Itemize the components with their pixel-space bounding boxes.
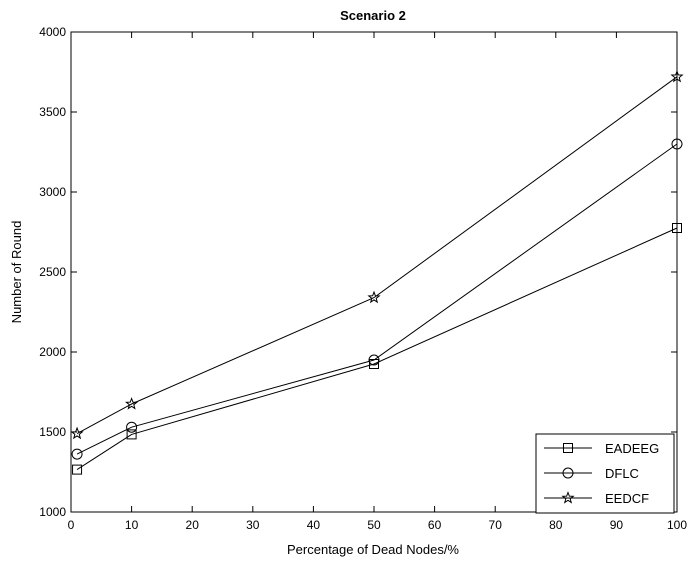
series-layer (70, 69, 684, 475)
data-point-eadeeg (126, 429, 137, 440)
y-axis: 1000 1500 2000 2500 3000 3500 4000 (39, 25, 677, 519)
x-tick-label: 20 (186, 518, 200, 532)
x-axis-label: Percentage of Dead Nodes/% (287, 542, 459, 557)
data-point-eedcf (70, 426, 84, 440)
data-point-eedcf (125, 397, 139, 410)
data-point-dflc (126, 421, 138, 433)
y-tick-label: 2000 (39, 345, 66, 359)
x-tick-label: 90 (610, 518, 624, 532)
x-tick-label: 100 (667, 518, 687, 532)
data-point-eadeeg (672, 223, 682, 233)
legend-item-dflc: DFLC (544, 466, 639, 481)
chart-title: Scenario 2 (340, 8, 406, 23)
x-axis: 0 10 20 30 40 50 60 70 80 90 100 (68, 32, 687, 532)
y-tick-label: 3000 (39, 185, 66, 199)
data-point-eadeeg (72, 464, 83, 475)
x-tick-label: 60 (428, 518, 442, 532)
series-dflc (71, 138, 683, 460)
y-tick-label: 1000 (39, 505, 66, 519)
legend-label: EEDCF (605, 491, 649, 506)
x-tick-label: 30 (246, 518, 260, 532)
legend-marker-eadeeg (563, 443, 573, 453)
y-tick-label: 2500 (39, 265, 66, 279)
data-point-dflc (71, 448, 83, 460)
series-eedcf (70, 69, 684, 440)
series-line-dflc (76, 143, 678, 455)
y-tick-label: 3500 (39, 105, 66, 119)
y-tick-label: 4000 (39, 25, 66, 39)
series-line-eedcf (76, 76, 678, 435)
x-tick-label: 40 (307, 518, 321, 532)
legend-item-eadeeg: EADEEG (544, 441, 659, 456)
legend-label: EADEEG (605, 441, 659, 456)
series-line-eadeeg (76, 227, 678, 471)
x-tick-label: 50 (367, 518, 381, 532)
plot-area (70, 31, 678, 513)
y-tick-label: 1500 (39, 425, 66, 439)
data-point-dflc (368, 354, 380, 366)
series-eadeeg (72, 223, 682, 475)
data-point-eedcf (367, 290, 381, 304)
x-tick-label: 80 (549, 518, 563, 532)
data-point-eedcf (670, 69, 684, 83)
legend: EADEEG DFLC EEDCF (535, 433, 675, 514)
x-tick-label: 70 (489, 518, 503, 532)
plot-frame (70, 31, 678, 513)
y-axis-label: Number of Round (9, 221, 24, 324)
data-point-dflc (671, 138, 683, 150)
x-tick-label: 10 (125, 518, 139, 532)
x-tick-label: 0 (68, 518, 75, 532)
legend-label: DFLC (605, 466, 639, 481)
legend-marker-dflc (562, 467, 574, 479)
legend-item-eedcf: EEDCF (544, 491, 649, 506)
legend-marker-eedcf (561, 491, 575, 504)
